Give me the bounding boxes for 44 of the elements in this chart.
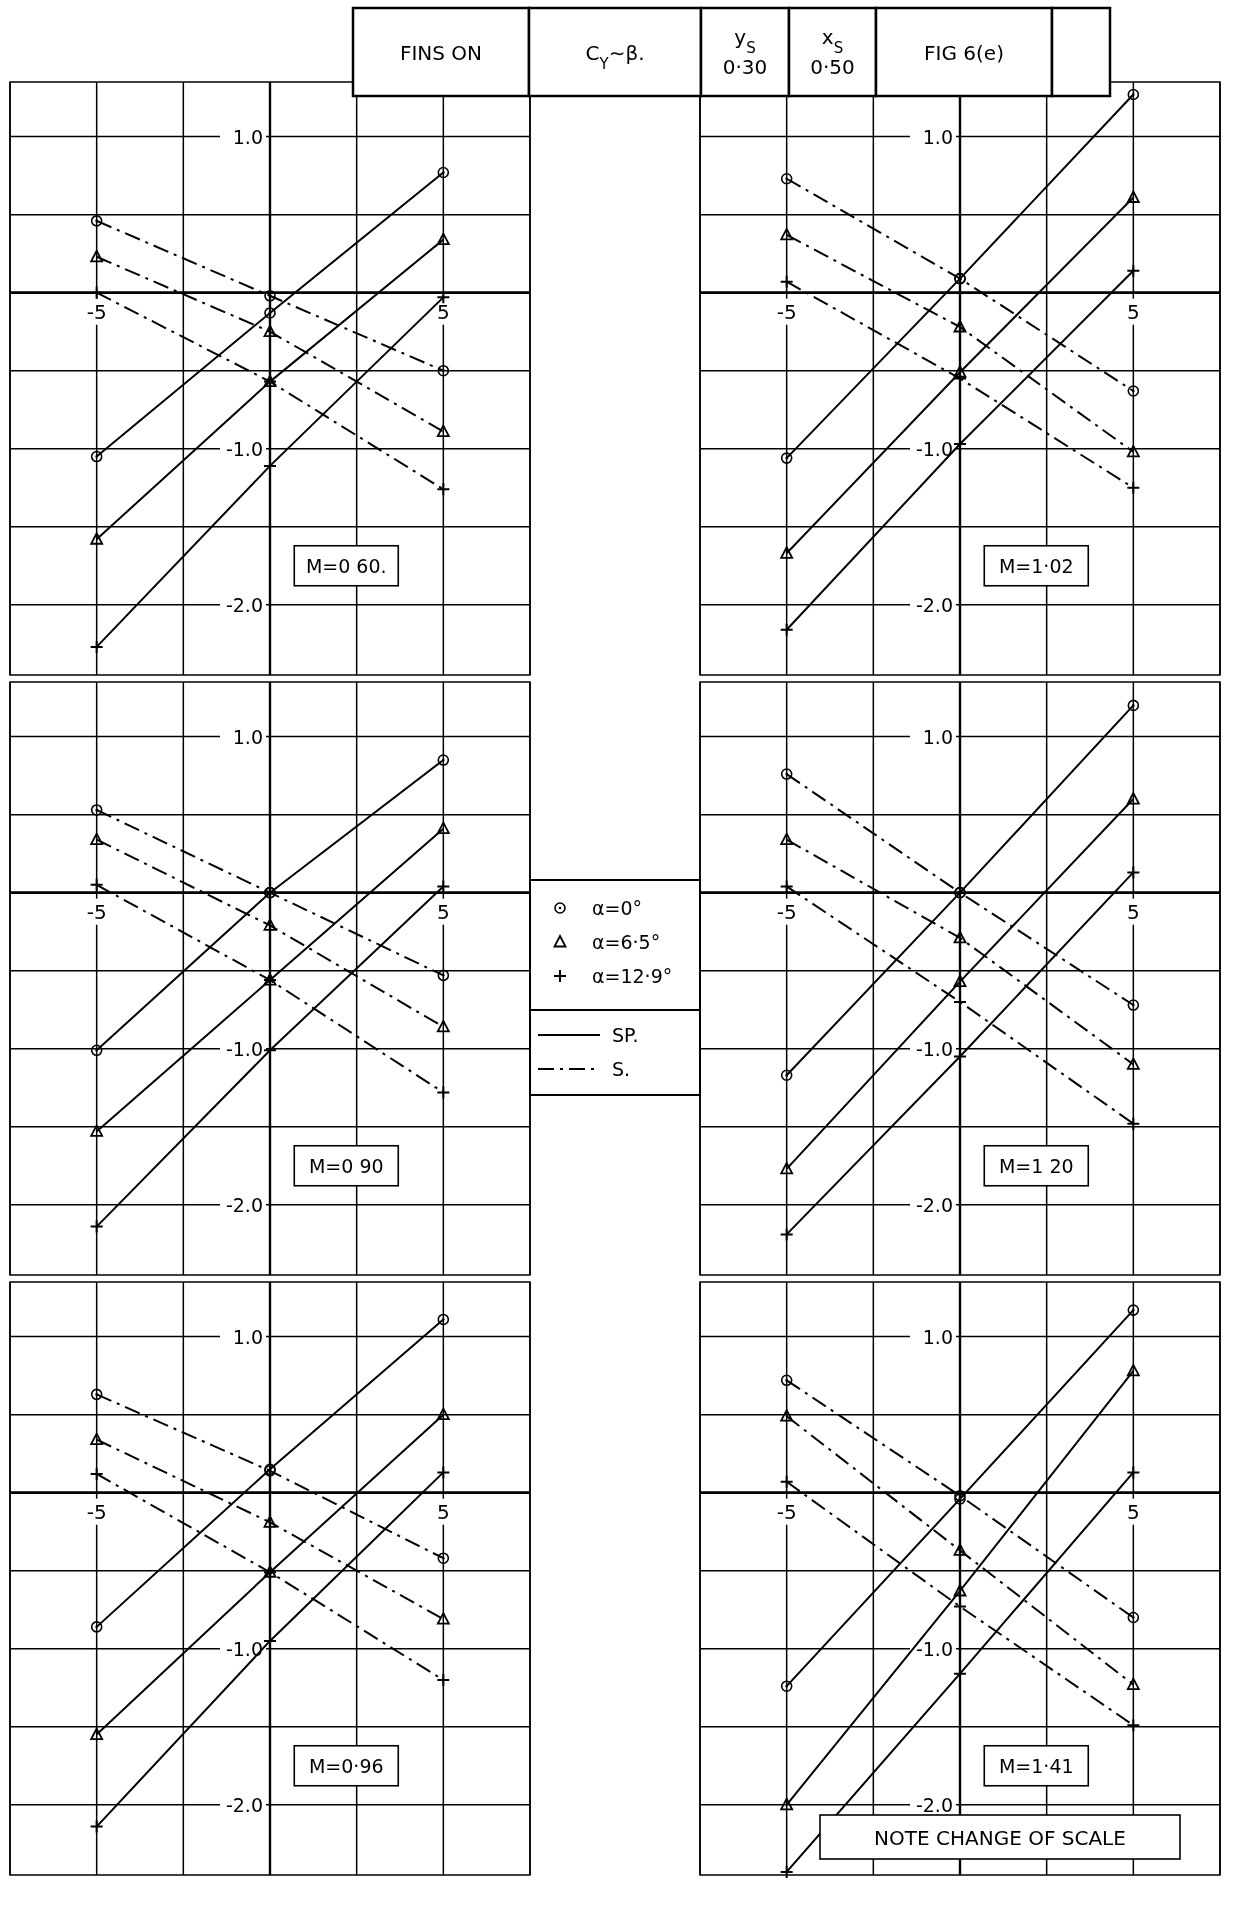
y-tick-label: 1.0 <box>232 725 263 748</box>
legend-label: α=0° <box>592 897 643 919</box>
y-tick-label: 1.0 <box>232 125 263 148</box>
text: M=1·02 <box>998 554 1074 577</box>
x-tick-label: 5 <box>1126 1499 1140 1524</box>
x-tick-label: -5 <box>776 1499 797 1524</box>
y-tick-label: 1.0 <box>922 725 953 748</box>
y-tick-label: -2.0 <box>915 1193 953 1216</box>
x-tick-label: 5 <box>1126 899 1140 924</box>
y-tick-label: 1.0 <box>922 125 953 148</box>
y-tick-label: -2.0 <box>915 593 953 616</box>
y-tick-label: -2.0 <box>915 1793 953 1816</box>
y-tick-label: -1.0 <box>915 437 953 460</box>
legend-label: α=6·5° <box>592 931 661 953</box>
x-tick-label: -5 <box>776 899 797 924</box>
y-tick-label: -2.0 <box>225 593 263 616</box>
annotation: NOTE CHANGE OF SCALE <box>874 1826 1126 1850</box>
y-tick-label: 1.0 <box>922 1325 953 1348</box>
x-tick-label: 5 <box>1126 299 1140 324</box>
x-tick-label: 5 <box>436 1499 450 1524</box>
y-tick-label: -2.0 <box>225 1193 263 1216</box>
x-tick-label: -5 <box>776 299 797 324</box>
x-tick-label: 5 <box>436 899 450 924</box>
y-tick-label: -1.0 <box>225 1037 263 1060</box>
y-tick-label: -1.0 <box>915 1037 953 1060</box>
legend-label: α=12·9° <box>592 965 673 987</box>
y-tick-label: -1.0 <box>915 1637 953 1660</box>
text: S. <box>612 1058 631 1080</box>
note-box: NOTE CHANGE OF SCALE <box>819 1814 1181 1860</box>
text: M=1·41 <box>998 1754 1074 1777</box>
text: M=0 90 <box>308 1154 384 1177</box>
caption: FIG 6(e) <box>924 41 1004 65</box>
x-tick-label: -5 <box>86 899 107 924</box>
text: M=0 60. <box>305 554 387 577</box>
text: SP. <box>612 1024 639 1046</box>
header-table: FINS ON C$_{Y}$∼β. y$_{S}$ 0·30 x$_{S}$ 0·50 FIG 6(e) <box>351 6 1112 98</box>
x-tick-label: -5 <box>86 299 107 324</box>
x-tick-label: 5 <box>436 299 450 324</box>
y-tick-label: -1.0 <box>225 437 263 460</box>
text: M=1 20 <box>998 1154 1074 1177</box>
text: M=0·96 <box>308 1754 384 1777</box>
x-tick-label: -5 <box>86 1499 107 1524</box>
y-tick-label: -2.0 <box>225 1793 263 1816</box>
y-tick-label: 1.0 <box>232 1325 263 1348</box>
